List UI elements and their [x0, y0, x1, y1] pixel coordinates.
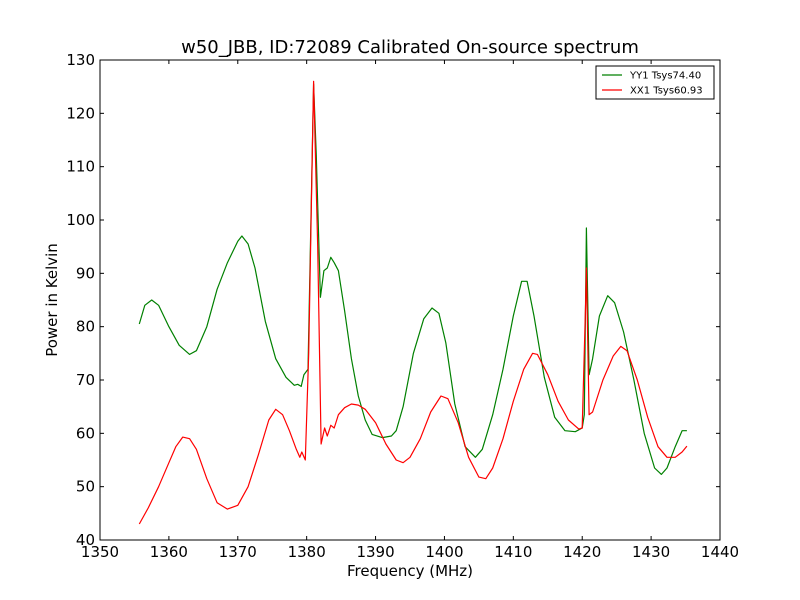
x-tick-label: 1440	[701, 543, 739, 561]
y-tick-label: 130	[66, 51, 95, 69]
chart-title: w50_JBB, ID:72089 Calibrated On-source s…	[181, 37, 639, 58]
series-line-xx1	[138, 80, 688, 525]
plot-area	[138, 80, 688, 525]
plot-frame	[99, 59, 721, 541]
x-axis: 1350 1360 1370 1380 1390 1400 1410 1420 1430 1440	[81, 60, 739, 561]
y-axis-label: Power in Kelvin	[43, 243, 61, 357]
y-tick-label: 40	[76, 531, 95, 549]
x-tick-label: 1370	[219, 543, 257, 561]
y-tick-label: 100	[66, 211, 95, 229]
y-tick-label: 80	[76, 318, 95, 336]
series-line-yy1	[138, 83, 687, 475]
x-tick-label: 1350	[81, 543, 119, 561]
x-tick-label: 1380	[288, 543, 326, 561]
y-tick-label: 120	[66, 104, 95, 122]
x-tick-label: 1430	[632, 543, 670, 561]
legend: YY1 Tsys74.40 XX1 Tsys60.93	[595, 65, 715, 100]
x-axis-label: Frequency (MHz)	[347, 562, 473, 580]
x-tick-label: 1420	[563, 543, 601, 561]
y-tick-label: 70	[76, 371, 95, 389]
legend-box	[595, 65, 715, 100]
y-tick-label: 50	[76, 478, 95, 496]
x-tick-label: 1410	[494, 543, 532, 561]
y-tick-label: 90	[76, 264, 95, 282]
legend-label-yy1: YY1 Tsys74.40	[629, 71, 701, 82]
x-tick-label: 1400	[425, 543, 463, 561]
y-axis: 40 50 60 70 80 90 100 110 120 130	[66, 51, 720, 549]
y-tick-label: 60	[76, 424, 95, 442]
x-tick-label: 1390	[356, 543, 394, 561]
x-tick-label: 1360	[150, 543, 188, 561]
legend-label-xx1: XX1 Tsys60.93	[630, 86, 703, 97]
y-tick-label: 110	[66, 158, 95, 176]
